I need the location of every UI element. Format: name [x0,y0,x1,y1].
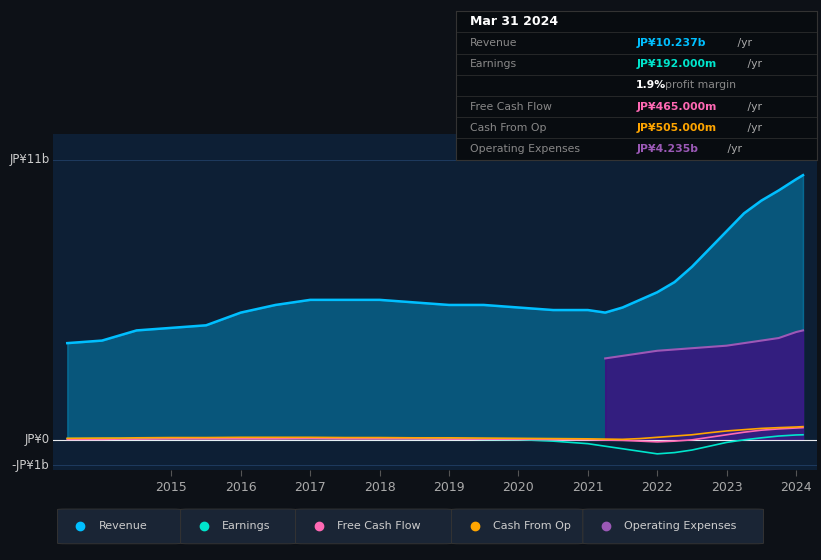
Text: Revenue: Revenue [470,38,517,48]
Text: Revenue: Revenue [99,521,147,531]
Text: JP¥192.000m: JP¥192.000m [636,59,717,69]
FancyBboxPatch shape [583,509,764,544]
Text: Earnings: Earnings [470,59,517,69]
Text: profit margin: profit margin [665,81,736,90]
Text: /yr: /yr [744,59,762,69]
FancyBboxPatch shape [181,509,296,544]
Text: JP¥10.237b: JP¥10.237b [636,38,706,48]
Text: Operating Expenses: Operating Expenses [470,144,580,154]
Text: Cash From Op: Cash From Op [470,123,547,133]
Text: Cash From Op: Cash From Op [493,521,571,531]
Text: /yr: /yr [734,38,752,48]
Text: /yr: /yr [744,123,762,133]
FancyBboxPatch shape [296,509,452,544]
Text: Free Cash Flow: Free Cash Flow [337,521,420,531]
FancyBboxPatch shape [452,509,583,544]
Text: -JP¥1b: -JP¥1b [11,459,49,472]
Text: JP¥505.000m: JP¥505.000m [636,123,717,133]
Text: JP¥11b: JP¥11b [9,153,49,166]
FancyBboxPatch shape [57,509,181,544]
Text: /yr: /yr [744,101,762,111]
Text: 1.9%: 1.9% [636,81,667,90]
Text: /yr: /yr [724,144,742,154]
Text: JP¥4.235b: JP¥4.235b [636,144,699,154]
Text: Earnings: Earnings [222,521,270,531]
Text: Operating Expenses: Operating Expenses [624,521,736,531]
Text: Mar 31 2024: Mar 31 2024 [470,15,558,29]
Text: JP¥0: JP¥0 [25,433,49,446]
Text: Free Cash Flow: Free Cash Flow [470,101,552,111]
Text: JP¥465.000m: JP¥465.000m [636,101,717,111]
